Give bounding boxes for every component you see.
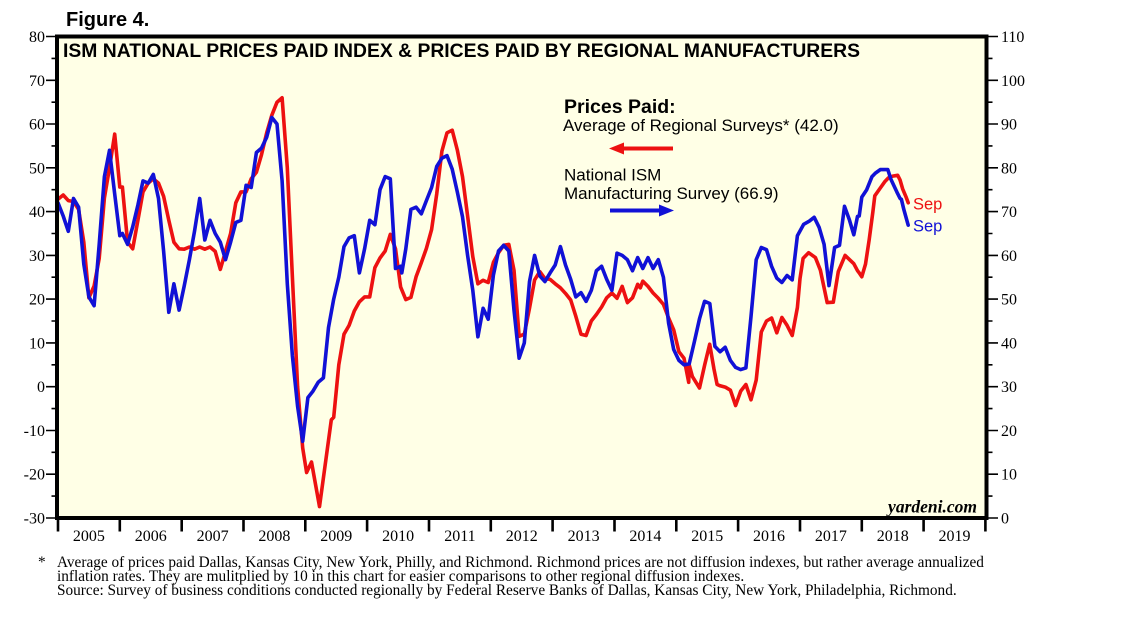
svg-text:2011: 2011 xyxy=(444,528,475,545)
svg-text:ISM NATIONAL PRICES PAID INDEX: ISM NATIONAL PRICES PAID INDEX & PRICES … xyxy=(63,40,860,62)
svg-text:2017: 2017 xyxy=(815,528,847,545)
svg-text:2006: 2006 xyxy=(135,528,167,545)
svg-text:2015: 2015 xyxy=(691,528,723,545)
svg-text:2014: 2014 xyxy=(629,528,661,545)
svg-text:2012: 2012 xyxy=(506,528,538,545)
svg-text:*: * xyxy=(38,554,46,571)
svg-text:National ISM: National ISM xyxy=(564,166,661,185)
svg-text:2013: 2013 xyxy=(568,528,600,545)
svg-text:2007: 2007 xyxy=(197,528,229,545)
svg-text:60: 60 xyxy=(1001,248,1017,265)
svg-text:60: 60 xyxy=(29,117,45,134)
svg-text:30: 30 xyxy=(1001,379,1017,396)
svg-text:Sep: Sep xyxy=(913,218,942,236)
svg-text:2019: 2019 xyxy=(939,528,971,545)
svg-text:10: 10 xyxy=(29,335,45,352)
svg-text:inflation rates. They are muli: inflation rates. They are mulitplied by … xyxy=(57,568,744,585)
svg-text:20: 20 xyxy=(1001,423,1017,440)
svg-text:Average of prices paid Dallas,: Average of prices paid Dallas, Kansas Ci… xyxy=(57,554,984,571)
svg-text:20: 20 xyxy=(29,292,45,309)
svg-text:Sep: Sep xyxy=(913,196,942,214)
svg-text:-20: -20 xyxy=(24,467,45,484)
svg-text:10: 10 xyxy=(1001,467,1017,484)
svg-text:0: 0 xyxy=(1001,511,1009,528)
svg-text:Source: Survey of business con: Source: Survey of business conditions co… xyxy=(57,582,957,599)
svg-text:yardeni.com: yardeni.com xyxy=(886,497,977,517)
svg-text:2009: 2009 xyxy=(320,528,352,545)
svg-text:2018: 2018 xyxy=(877,528,909,545)
svg-text:Prices Paid:: Prices Paid: xyxy=(564,96,676,118)
svg-text:90: 90 xyxy=(1001,117,1017,134)
svg-text:50: 50 xyxy=(29,160,45,177)
svg-text:Figure 4.: Figure 4. xyxy=(66,9,149,31)
svg-text:30: 30 xyxy=(29,248,45,265)
svg-text:50: 50 xyxy=(1001,292,1017,309)
svg-text:Manufacturing Survey (66.9): Manufacturing Survey (66.9) xyxy=(564,184,779,203)
svg-text:40: 40 xyxy=(29,204,45,221)
svg-text:2005: 2005 xyxy=(73,528,105,545)
svg-text:0: 0 xyxy=(37,379,45,396)
svg-text:2016: 2016 xyxy=(753,528,785,545)
svg-text:-30: -30 xyxy=(24,511,45,528)
svg-text:100: 100 xyxy=(1001,73,1025,90)
svg-text:40: 40 xyxy=(1001,335,1017,352)
svg-text:-10: -10 xyxy=(24,423,45,440)
svg-text:Average of Regional Surveys* (: Average of Regional Surveys* (42.0) xyxy=(563,116,839,135)
svg-text:70: 70 xyxy=(1001,204,1017,221)
svg-text:80: 80 xyxy=(29,29,45,46)
svg-text:2010: 2010 xyxy=(382,528,414,545)
svg-text:70: 70 xyxy=(29,73,45,90)
svg-text:2008: 2008 xyxy=(258,528,290,545)
svg-text:110: 110 xyxy=(1001,29,1024,46)
svg-text:80: 80 xyxy=(1001,160,1017,177)
